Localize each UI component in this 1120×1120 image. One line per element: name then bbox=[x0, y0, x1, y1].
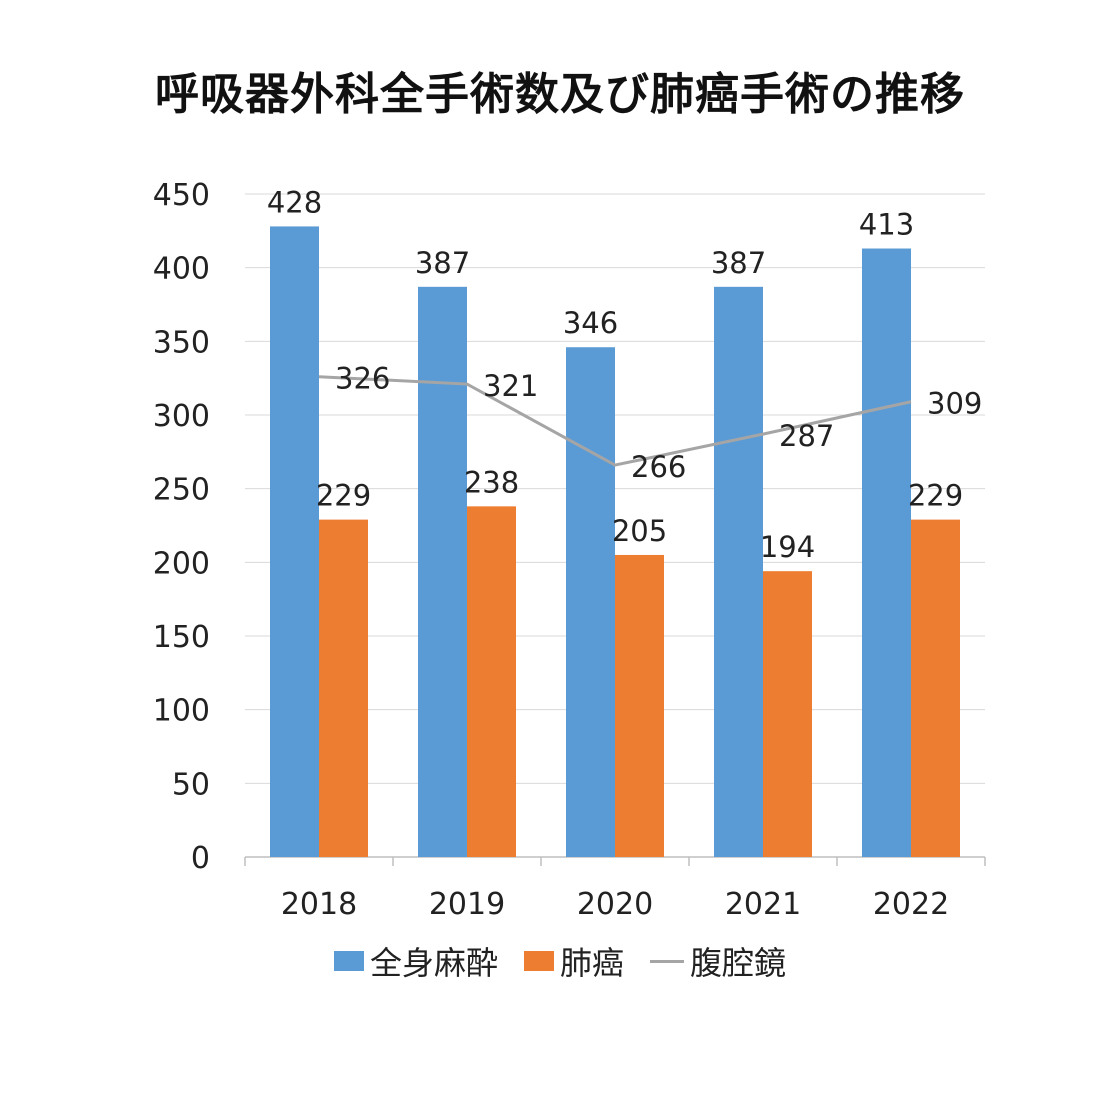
y-tick-label: 100 bbox=[153, 694, 210, 729]
data-label-series-1: 387 bbox=[711, 246, 766, 280]
line-series-3 bbox=[318, 375, 912, 467]
legend-label-series-1: 全身麻酔 bbox=[369, 944, 498, 982]
data-label-series-1: 387 bbox=[415, 246, 470, 280]
x-tick-label: 2019 bbox=[429, 887, 505, 922]
bar-series-1 bbox=[714, 286, 763, 857]
x-tick-label: 2018 bbox=[281, 887, 357, 922]
y-tick-label: 0 bbox=[191, 841, 210, 876]
data-label-series-3: 266 bbox=[631, 450, 686, 484]
bar-series-2 bbox=[319, 519, 368, 857]
y-tick-label: 150 bbox=[153, 620, 210, 655]
y-tick-label: 300 bbox=[153, 399, 210, 434]
chart-legend: 全身麻酔 肺癌 腹腔鏡 bbox=[0, 938, 1120, 984]
chart-title: 呼吸器外科全手術数及び肺癌手術の推移 bbox=[155, 69, 965, 120]
bar-series-2 bbox=[615, 554, 664, 857]
legend-label-series-3: 腹腔鏡 bbox=[690, 944, 787, 982]
data-label-series-2: 205 bbox=[612, 514, 667, 548]
y-tick-label: 50 bbox=[172, 767, 210, 802]
bar-series-1 bbox=[270, 226, 319, 857]
legend-swatch-series-1 bbox=[333, 951, 364, 971]
legend-item-series-3: 腹腔鏡 bbox=[650, 938, 786, 984]
legend-swatch-series-3 bbox=[650, 959, 684, 963]
data-label-series-1: 413 bbox=[859, 208, 914, 242]
bar-series-2 bbox=[763, 571, 812, 857]
x-tick-label: 2020 bbox=[577, 887, 653, 922]
bar-series-1 bbox=[566, 347, 615, 857]
data-label-series-3: 326 bbox=[335, 362, 390, 396]
data-label-series-2: 229 bbox=[316, 479, 371, 513]
data-label-series-1: 428 bbox=[267, 185, 322, 219]
bar-series-1 bbox=[862, 248, 911, 858]
data-label-series-2: 194 bbox=[760, 530, 815, 564]
y-tick-label: 400 bbox=[153, 252, 210, 287]
y-tick-label: 450 bbox=[153, 178, 210, 213]
data-label-series-3: 287 bbox=[779, 419, 834, 453]
x-tick-label: 2021 bbox=[725, 887, 801, 922]
y-tick-label: 200 bbox=[153, 546, 210, 581]
y-tick-label: 250 bbox=[153, 473, 210, 508]
bar-series-2 bbox=[911, 519, 960, 857]
data-label-series-3: 309 bbox=[927, 387, 982, 421]
data-label-series-1: 346 bbox=[563, 306, 618, 340]
bar-series-2 bbox=[467, 506, 516, 857]
data-label-series-2: 229 bbox=[908, 479, 963, 513]
legend-label-series-2: 肺癌 bbox=[559, 944, 624, 982]
legend-item-series-1: 全身麻酔 bbox=[333, 938, 498, 984]
data-label-series-3: 321 bbox=[483, 369, 538, 403]
legend-swatch-series-2 bbox=[523, 951, 554, 971]
bar-series-1 bbox=[418, 286, 467, 857]
legend-item-series-2: 肺癌 bbox=[523, 938, 624, 984]
data-label-series-2: 238 bbox=[464, 465, 519, 499]
y-tick-label: 350 bbox=[153, 325, 210, 360]
x-tick-label: 2022 bbox=[873, 887, 949, 922]
